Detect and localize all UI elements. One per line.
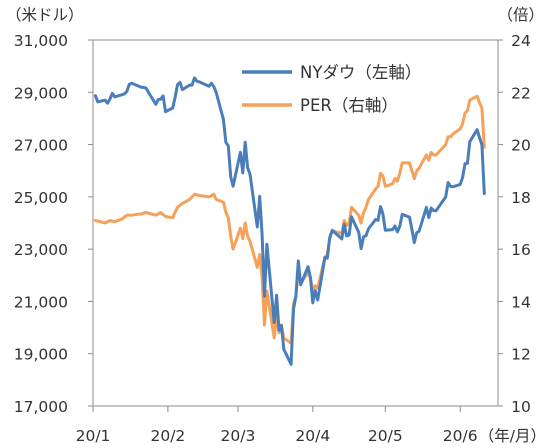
legend-label-per: PER（右軸） — [300, 96, 398, 115]
left-tick-label: 31,000 — [14, 32, 68, 50]
x-tick-label: 20/3 — [221, 427, 256, 445]
plot-border — [92, 39, 499, 407]
x-tick-label: 20/2 — [150, 427, 185, 445]
series-lines — [93, 76, 486, 366]
left-tick-label: 19,000 — [14, 346, 68, 364]
right-tick-label: 16 — [511, 241, 531, 259]
left-tick-label: 25,000 — [14, 189, 68, 207]
legend-label-nydow: NYダウ（左軸） — [300, 63, 421, 82]
x-axis-unit-label: （年/月） — [479, 427, 546, 445]
right-tick-label: 24 — [511, 32, 531, 50]
right-axis-unit-label: （倍） — [497, 6, 544, 24]
left-tick-label: 29,000 — [14, 84, 68, 102]
series-line-per — [93, 94, 486, 345]
left-axis-ticks: 31,000 29,000 27,000 25,000 23,000 21,000 19,0… — [14, 32, 93, 416]
x-tick-label: 20/1 — [76, 427, 111, 445]
right-tick-label: 14 — [511, 293, 531, 311]
x-axis-ticks: 20/1 20/2 20/3 20/4 20/5 20/6 — [76, 406, 478, 445]
legend: NYダウ（左軸） PER（右軸） — [242, 63, 421, 115]
left-tick-label: 23,000 — [14, 241, 68, 259]
right-tick-label: 22 — [511, 84, 531, 102]
right-tick-label: 18 — [511, 189, 531, 207]
left-tick-label: 17,000 — [14, 398, 68, 416]
left-axis-unit-label: （米ドル） — [6, 6, 84, 24]
right-tick-label: 20 — [511, 137, 531, 155]
left-tick-label: 27,000 — [14, 137, 68, 155]
x-tick-label: 20/6 — [443, 427, 478, 445]
x-tick-label: 20/5 — [368, 427, 403, 445]
left-tick-label: 21,000 — [14, 293, 68, 311]
x-tick-label: 20/4 — [295, 427, 330, 445]
right-tick-label: 10 — [511, 398, 531, 416]
series-line-nydow — [93, 76, 486, 366]
plot-area — [92, 39, 499, 407]
right-tick-label: 12 — [511, 346, 531, 364]
right-axis-ticks: 24 22 20 18 16 14 12 10 — [498, 32, 531, 416]
